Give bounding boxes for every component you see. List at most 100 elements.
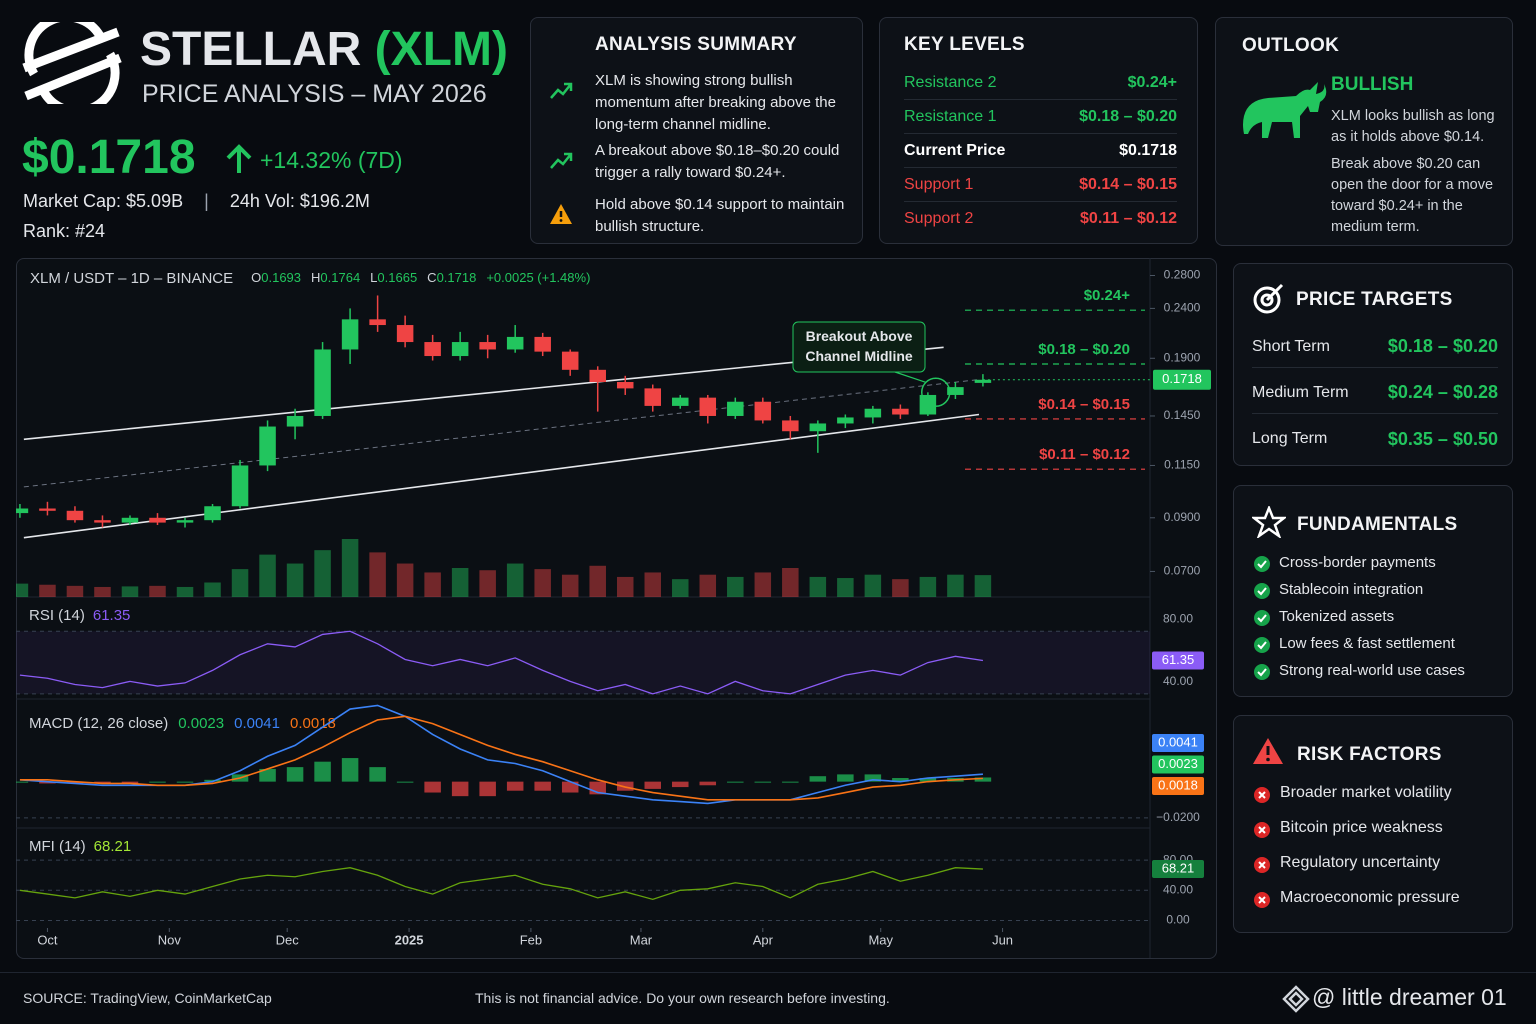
candle-body [66,510,84,521]
target-label: Short Term [1252,337,1330,355]
macd-tag-label: 0.0041 [1158,734,1198,749]
y-tick-label: 0.2800 [1164,268,1201,282]
volume-bar [561,574,579,597]
channel-line [23,379,980,488]
macd-histogram [286,767,304,782]
candle-body [947,387,964,395]
fundamental-item: Low fees & fast settlement [1279,635,1455,652]
channel-line [23,346,944,441]
chart-legend: XLM / USDT – 1D – BINANCE O0.1693 H0.1764 L… [30,270,590,287]
macd-histogram [561,781,579,793]
legend-item: L [370,270,377,285]
indicator-title: MFI (14) 68.21 [29,838,131,855]
volume-bar [782,568,799,597]
fundamental-item: Strong real-world use cases [1279,662,1465,679]
panel-title: KEY LEVELS [904,34,1025,55]
paragraph: XLM looks bullish as long as it holds ab… [1331,108,1495,145]
macd-value: 0.0041 [234,715,280,732]
volume-bar [16,583,29,597]
volume-bar [451,568,469,597]
macd-value: 0.0018 [290,715,336,732]
rank: Rank: #24 [23,221,106,241]
candle-body [644,388,662,406]
volume-bar [286,563,304,597]
indicator-name: RSI (14) [29,607,85,624]
macd-histogram [892,778,909,782]
level-value: $0.14 – $0.15 [1079,175,1177,193]
trend-icon [550,82,573,99]
macd-histogram [699,781,717,786]
macd-histogram [66,781,84,784]
volume-bar [396,563,414,597]
macd-histogram [176,781,194,783]
macd-histogram [314,761,331,782]
level-label: Support 1 [904,175,974,193]
target-row: Long Term $0.35 – $0.50 [1252,418,1498,460]
annotation-pointer [894,371,926,383]
price-tag-label: 0.1718 [1162,371,1202,386]
footer-rule [0,972,1536,973]
warning-icon [550,204,572,224]
macd-tag-label: 0.0018 [1158,777,1198,792]
summary-item: A breakout above $0.18–$0.20 could trigg… [595,142,840,181]
channel-line [23,413,980,539]
level-value: $0.11 – $0.12 [1080,210,1177,227]
candle-body [231,465,249,507]
macd-histogram [919,778,937,782]
target-row: Medium Term $0.24 – $0.28 [1252,372,1498,414]
ticker: (XLM) [374,23,508,76]
check-icon [1254,583,1270,599]
fundamental-item: Stablecoin integration [1279,581,1424,598]
indicator-value: 68.21 [94,838,132,855]
target-label: Medium Term [1252,383,1349,401]
candle-body [424,342,441,357]
risk-factors: RISK FACTORS Broader market volatility Bi… [1233,715,1513,933]
level-label: $0.14 – $0.15 [1038,396,1130,413]
candle-body [754,401,772,421]
chart-panel [16,258,1217,959]
x-tick-label: Apr [753,932,774,947]
macd-histogram [479,781,496,797]
y-tick-label: 80.00 [1163,611,1193,625]
macd-histogram [864,774,882,782]
macd-histogram [424,781,441,793]
candle-body [286,415,304,427]
volume-bar [837,578,854,597]
price-tag [1153,369,1211,390]
breakout-circle [921,377,951,408]
candle-body [727,401,744,416]
warning-icon [1253,738,1283,764]
macd-tag [1152,777,1204,795]
annotation-line: Breakout Above [806,328,913,344]
indicator-value: 61.35 [93,607,131,624]
macd-histogram [534,781,551,791]
y-tick-label: 0.0700 [1164,564,1201,578]
y-tick-label: 40.00 [1163,882,1193,896]
target-icon [1253,283,1284,314]
panel-title: RISK FACTORS [1297,744,1442,765]
candle-body [782,420,799,432]
legend-item: 0.1764 [320,270,360,285]
up-arrow [226,144,252,173]
title-text: STELLAR [140,23,362,76]
volume-bar [94,586,111,597]
volume-bar [259,554,276,597]
target-value: $0.18 – $0.20 [1387,336,1498,356]
risk-item: Regulatory uncertainty [1280,854,1441,871]
legend-item: +0.0025 (+1.48%) [486,270,590,285]
macd-line [19,715,983,801]
macd-histogram [204,779,221,782]
x-tick-label: Dec [276,932,300,947]
volume-bar [231,569,249,597]
volume-bar [727,576,744,597]
price-targets: PRICE TARGETS Short Term $0.18 – $0.20 Med… [1233,263,1513,466]
panel-title: PRICE TARGETS [1296,289,1453,310]
level-label: Resistance 2 [904,73,997,91]
level-row: Resistance 2 $0.24+ [904,66,1177,100]
indicator-title: MACD (12, 26 close) 0.0023 0.0041 0.0018 [29,715,336,732]
macd-histogram [616,781,634,791]
mfi-tag-label: 68.21 [1162,860,1195,875]
candle-body [561,351,579,370]
candle-body [479,342,496,350]
